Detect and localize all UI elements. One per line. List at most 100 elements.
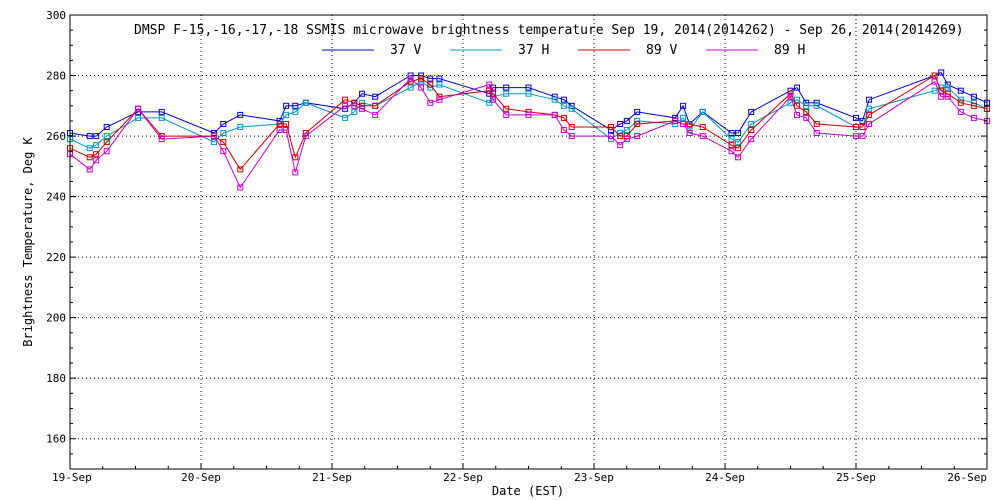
data-point	[359, 105, 366, 112]
data-point	[728, 142, 735, 149]
data-point	[237, 124, 244, 130]
data-point	[944, 93, 951, 100]
data-point	[427, 81, 434, 88]
data-point	[803, 108, 810, 115]
data-point	[970, 114, 977, 121]
data-point	[158, 136, 165, 143]
data-point	[211, 139, 218, 146]
data-point	[342, 102, 349, 109]
data-point	[634, 133, 641, 140]
data-point	[292, 102, 299, 109]
x-tick-label: 24-Sep	[705, 471, 745, 484]
data-point	[503, 111, 510, 118]
data-point	[617, 133, 624, 140]
data-point	[944, 84, 951, 91]
data-point	[853, 114, 859, 121]
data-point	[525, 84, 532, 91]
legend-label: 37 V	[390, 43, 421, 58]
data-point	[418, 72, 425, 79]
data-point	[237, 111, 244, 118]
x-tick-label: 25-Sep	[836, 471, 876, 484]
data-point	[608, 124, 614, 130]
data-point	[931, 87, 938, 94]
data-point	[427, 99, 434, 106]
data-point	[276, 121, 283, 127]
data-point	[957, 108, 964, 115]
data-point	[680, 114, 687, 121]
grid-lines	[70, 15, 987, 469]
data-point	[748, 136, 755, 143]
data-point	[283, 111, 290, 118]
data-point	[859, 124, 866, 130]
data-point	[302, 99, 309, 106]
data-point	[490, 90, 497, 97]
data-point	[787, 93, 794, 100]
data-point	[623, 136, 630, 143]
legend-item: 89 V	[578, 43, 677, 58]
data-point	[957, 87, 964, 94]
data-point	[220, 148, 227, 155]
data-point	[283, 127, 290, 133]
y-tick-label: 300	[46, 9, 66, 22]
data-point	[813, 102, 820, 109]
data-point	[568, 133, 575, 140]
x-tick-label: 26-Sep	[947, 471, 987, 484]
data-point	[560, 127, 567, 133]
data-point	[931, 72, 938, 79]
y-tick-label: 160	[46, 433, 66, 446]
data-point	[490, 96, 497, 103]
data-point	[486, 81, 493, 88]
legend-label: 89 H	[774, 43, 805, 58]
data-point	[525, 90, 532, 97]
data-point	[220, 121, 227, 127]
data-point	[86, 133, 93, 140]
data-point	[342, 114, 349, 121]
series-lines	[67, 69, 990, 191]
y-tick-label: 240	[46, 191, 66, 204]
data-point	[436, 81, 443, 88]
x-tick-label: 19-Sep	[52, 471, 92, 484]
y-tick-label: 180	[46, 372, 66, 385]
data-point	[237, 184, 244, 191]
data-point	[103, 124, 110, 130]
data-point	[803, 114, 810, 121]
y-tick-label: 220	[46, 251, 66, 264]
data-point	[699, 124, 706, 130]
data-point	[957, 99, 964, 106]
data-point	[560, 96, 567, 103]
series-37-h	[67, 78, 990, 152]
axis-ticks: 160 180 200 220 240 260 280 300 19-Sep 20-Sep 21-S…	[46, 9, 988, 484]
data-point	[103, 148, 110, 155]
series-line	[69, 71, 988, 137]
data-point	[237, 166, 244, 173]
data-point	[407, 84, 414, 91]
data-point	[931, 78, 938, 85]
data-point	[158, 114, 165, 121]
legend: 37 V 37 H 89 V 89 H	[322, 43, 805, 58]
data-point	[560, 114, 567, 121]
data-point	[158, 108, 165, 115]
x-tick-label: 21-Sep	[312, 471, 352, 484]
data-point	[680, 121, 687, 127]
data-point	[135, 114, 142, 121]
series-line	[69, 77, 988, 189]
x-tick-label: 23-Sep	[574, 471, 614, 484]
data-point	[794, 84, 800, 91]
data-point	[866, 96, 873, 103]
data-point	[302, 133, 309, 140]
data-point	[853, 133, 859, 140]
data-point	[551, 111, 558, 118]
data-point	[93, 142, 100, 149]
data-point	[211, 133, 218, 140]
y-tick-label: 260	[46, 130, 66, 143]
data-point	[680, 102, 687, 109]
data-point	[866, 105, 873, 112]
data-point	[634, 108, 641, 115]
data-point	[728, 136, 735, 143]
data-point	[220, 130, 227, 136]
data-point	[699, 133, 706, 140]
data-point	[735, 145, 742, 152]
legend-item: 37 H	[450, 43, 549, 58]
y-tick-label: 200	[46, 312, 66, 325]
